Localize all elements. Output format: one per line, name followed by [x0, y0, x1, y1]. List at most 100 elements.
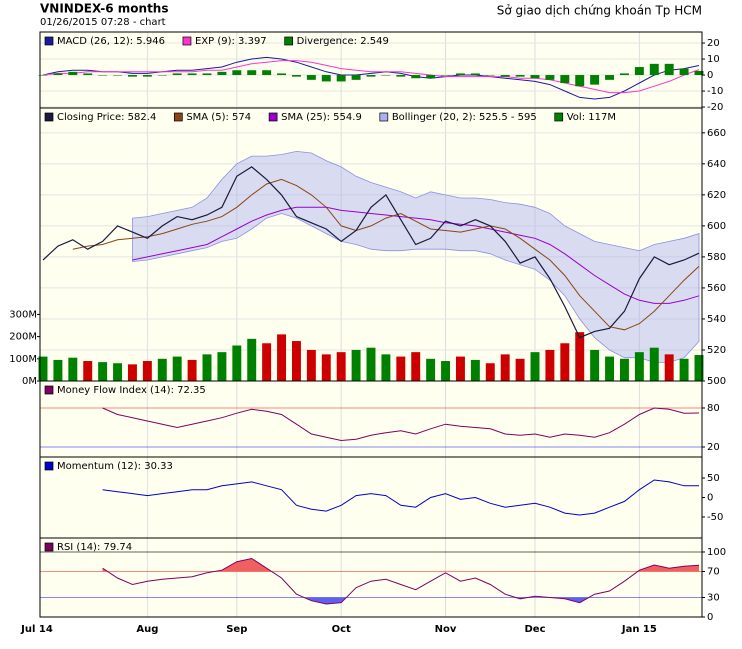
volume-bar [217, 352, 227, 381]
plot-area [40, 32, 702, 108]
plot-area [40, 108, 702, 381]
rsi-below-fill [102, 597, 699, 604]
volume-bar [187, 359, 197, 381]
volume-bar [560, 343, 570, 381]
y-tick-label: 70 [707, 566, 720, 577]
volume-bar [336, 352, 346, 381]
y-tick-label: 0 [707, 493, 713, 504]
divergence-bar [619, 73, 629, 76]
divergence-bar [605, 75, 615, 80]
y2-tick-label: 200M [9, 332, 37, 343]
volume-bar [83, 361, 93, 381]
volume-bar [545, 349, 555, 381]
volume-bar [485, 363, 495, 381]
y2-tick-label: 100M [9, 354, 37, 365]
plot-area [40, 538, 702, 617]
volume-bar [232, 345, 242, 381]
volume-bar [351, 349, 361, 381]
volume-bar [605, 356, 615, 381]
divergence-bar [649, 63, 659, 76]
volume-bar [634, 352, 644, 381]
y-tick-label: 640 [707, 159, 726, 170]
legend-label: Money Flow Index (14): 72.35 [57, 385, 206, 396]
volume-bar [142, 361, 152, 381]
y2-tick-label: 300M [9, 309, 37, 320]
volume-bar [575, 332, 585, 381]
divergence-bar [411, 75, 421, 79]
legend-label: SMA (25): 554.9 [281, 112, 362, 123]
plot-area [40, 381, 702, 457]
indicator-line [42, 60, 700, 94]
y-tick-label: 100 [707, 547, 726, 558]
divergence-bar [38, 75, 48, 76]
x-tick-label: Oct [332, 624, 351, 635]
indicator-line [102, 407, 700, 442]
divergence-bar [426, 75, 436, 79]
divergence-bar [694, 70, 704, 76]
legend-label: SMA (5): 574 [186, 112, 251, 123]
divergence-bar [83, 73, 93, 76]
title: VNINDEX-6 months [40, 2, 169, 16]
divergence-bar [590, 75, 600, 85]
y-tick-label: 520 [707, 345, 726, 356]
legend-label: Momentum (12): 30.33 [57, 461, 173, 472]
x-tick-label: Jul 14 [20, 624, 53, 635]
volume-bar [649, 347, 659, 381]
legend-label: Bollinger (20, 2): 525.5 - 595 [392, 112, 537, 123]
divergence-bar [53, 73, 63, 76]
volume-bar [53, 359, 63, 381]
y-tick-label: 10 [707, 54, 720, 65]
y-tick-label: 0 [707, 612, 713, 623]
legend-swatch [44, 461, 54, 471]
panel-border [39, 537, 703, 618]
legend-swatch [44, 36, 54, 46]
divergence-bar [321, 75, 331, 82]
source: Sở giao dịch chứng khoán Tp HCM [497, 4, 702, 18]
divergence-bar [664, 63, 674, 76]
divergence-bar [381, 75, 391, 76]
divergence-bar [441, 75, 451, 76]
volume-bar [381, 354, 391, 381]
y2-tick-label: 0M [22, 376, 37, 387]
y-tick-label: -50 [707, 512, 723, 523]
indicator-line [102, 557, 700, 605]
volume-bar [321, 354, 331, 381]
y-tick-label: -10 [707, 86, 723, 97]
divergence-bar [291, 75, 301, 77]
volume-bar [366, 347, 376, 381]
x-tick-label: Aug [136, 624, 158, 635]
divergence-bar [262, 70, 272, 76]
volume-bar [679, 358, 689, 381]
legend-label: Closing Price: 582.4 [57, 112, 156, 123]
y-tick-label: 30 [707, 592, 720, 603]
volume-bar [157, 358, 167, 381]
legend-swatch [44, 542, 54, 552]
indicator-line [42, 56, 700, 100]
volume-bar [98, 362, 108, 381]
divergence-bar [366, 75, 376, 77]
volume-bar [277, 334, 287, 381]
divergence-bar [634, 67, 644, 76]
subtitle: 01/26/2015 07:28 - chart [40, 17, 166, 28]
volume-bar [500, 354, 510, 381]
y-tick-label: 20 [707, 442, 720, 453]
divergence-bar [560, 75, 570, 84]
legend-swatch [379, 112, 389, 122]
divergence-bar [679, 68, 689, 76]
x-tick-label: Dec [524, 624, 545, 635]
divergence-bar [113, 75, 123, 76]
legend-label: Vol: 117M [567, 112, 616, 123]
y-tick-label: 50 [707, 473, 720, 484]
divergence-bar [530, 75, 540, 79]
legend-swatch [182, 36, 192, 46]
legend-label: MACD (26, 12): 5.946 [57, 36, 165, 47]
y-tick-label: 500 [707, 376, 726, 387]
indicator-line [132, 206, 700, 304]
divergence-bar [575, 75, 585, 87]
x-tick-label: Nov [435, 624, 457, 635]
volume-bar [664, 354, 674, 381]
divergence-bar [172, 73, 182, 76]
legend-label: Divergence: 2.549 [297, 36, 389, 47]
